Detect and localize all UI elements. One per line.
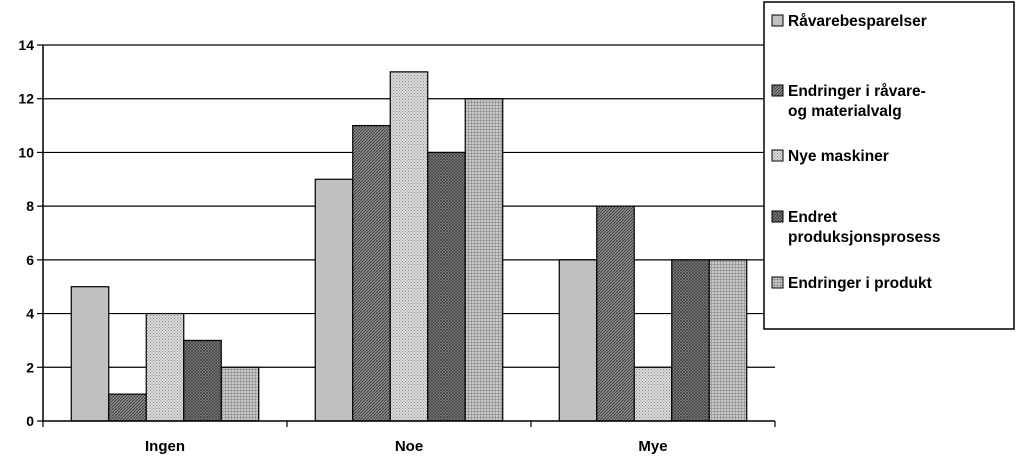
- y-tick-label: 10: [18, 144, 34, 160]
- legend-label: Endringer i råvare-og materialvalg: [788, 83, 926, 120]
- y-tick-label: 12: [18, 91, 34, 107]
- bar-noe-series-2: [352, 124, 391, 422]
- bar-ingen-series-2: [108, 393, 147, 422]
- bar-noe-series-5: [464, 98, 504, 422]
- bar-ingen-series-5: [220, 366, 260, 422]
- bar-mye-series-3: [633, 366, 673, 422]
- bar-mye-series-2: [596, 205, 635, 422]
- y-tick-label: 6: [26, 252, 34, 268]
- bar-ingen-series-3: [145, 312, 185, 422]
- legend-swatch: [771, 276, 784, 289]
- legend-swatch: [771, 84, 784, 97]
- bar-noe-series-4: [427, 151, 466, 422]
- x-tick-label: Mye: [638, 438, 667, 455]
- y-tick-label: 14: [18, 37, 34, 53]
- bar-mye-series-1: [558, 259, 598, 422]
- legend-label: Nye maskiner: [788, 148, 889, 165]
- legend-label: Endringer i produkt: [788, 275, 932, 292]
- y-tick-label: 2: [26, 359, 34, 375]
- legend-label: Råvarebesparelser: [788, 13, 927, 30]
- bar-noe-series-1: [314, 178, 354, 422]
- legend-swatch: [771, 149, 784, 162]
- bar-ingen-series-1: [70, 286, 110, 422]
- x-tick-label: Ingen: [145, 438, 185, 455]
- bar-ingen-series-4: [183, 339, 222, 422]
- legend: Råvarebesparelser Endringer i råvare-og m…: [763, 1, 1015, 330]
- bar-mye-series-4: [671, 259, 710, 422]
- x-tick-label: Noe: [395, 438, 423, 455]
- legend-box: [763, 1, 1015, 330]
- bar-noe-series-3: [389, 71, 429, 422]
- legend-swatch: [771, 210, 784, 223]
- legend-swatch: [771, 14, 784, 27]
- legend-label: Endret produksjonsprosess: [788, 209, 940, 246]
- y-tick-label: 4: [26, 306, 34, 322]
- bar-mye-series-5: [708, 259, 748, 422]
- y-tick-label: 0: [26, 413, 34, 429]
- plot-area: 0 2 4 6 8 10 12 14 Ingen Noe Mye: [18, 37, 776, 455]
- y-tick-label: 8: [26, 198, 34, 214]
